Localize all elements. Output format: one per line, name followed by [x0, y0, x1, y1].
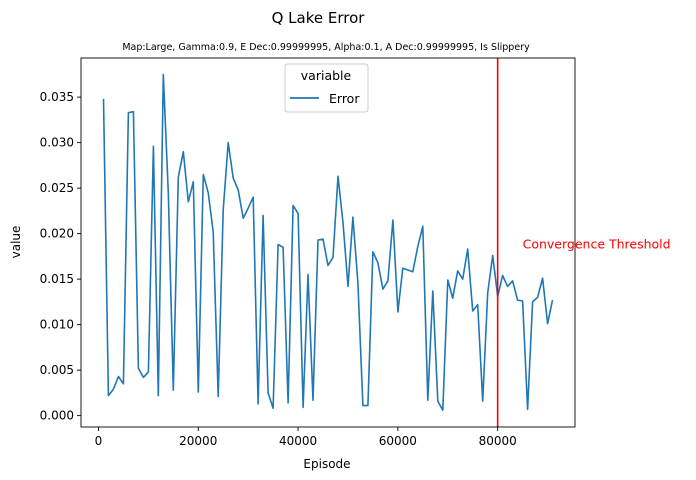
legend: variable Error	[284, 63, 369, 113]
x-tick-label: 0	[95, 434, 103, 448]
error-series-line	[102, 73, 554, 412]
convergence-threshold-label: Convergence Threshold	[523, 237, 671, 252]
x-tick-label: 80000	[479, 434, 517, 448]
y-axis-ticks: 0.000 0.005 0.010 0.015 0.020 0.025 0.030 0.035	[40, 90, 81, 423]
y-tick-label: 0.005	[40, 363, 74, 377]
y-tick-label: 0.025	[40, 181, 74, 195]
y-tick-label: 0.000	[40, 409, 74, 423]
y-tick-label: 0.010	[40, 318, 74, 332]
y-axis-label: value	[9, 226, 23, 259]
chart-title: Q Lake Error	[272, 9, 366, 27]
x-axis-ticks: 0 20000 40000 60000 80000	[95, 427, 517, 448]
x-axis-label: Episode	[303, 457, 350, 471]
x-tick-label: 60000	[379, 434, 417, 448]
x-tick-label: 40000	[279, 434, 317, 448]
chart-subtitle: Map:Large, Gamma:0.9, E Dec:0.99999995, …	[122, 42, 530, 53]
y-tick-label: 0.030	[40, 136, 74, 150]
y-tick-label: 0.015	[40, 272, 74, 286]
legend-label-error: Error	[329, 91, 360, 106]
y-tick-label: 0.035	[40, 90, 74, 104]
plot-frame	[80, 57, 576, 428]
legend-title: variable	[301, 68, 352, 83]
x-tick-label: 20000	[179, 434, 217, 448]
legend-box	[284, 63, 369, 113]
y-tick-label: 0.020	[40, 227, 74, 241]
